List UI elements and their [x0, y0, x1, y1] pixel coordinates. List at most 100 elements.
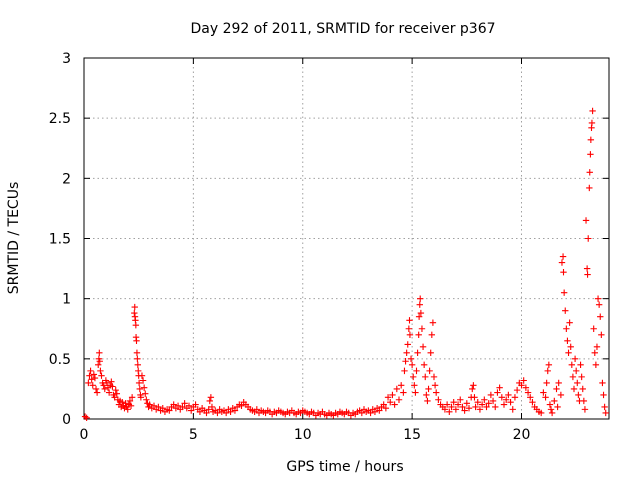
data-point	[205, 406, 212, 413]
data-point	[402, 358, 409, 365]
data-point	[108, 378, 115, 385]
data-point	[124, 406, 131, 413]
data-points	[81, 107, 609, 421]
data-point	[170, 401, 177, 408]
data-point	[485, 400, 492, 407]
data-point	[122, 400, 129, 407]
data-point	[518, 382, 525, 389]
data-point	[461, 407, 468, 414]
data-point	[494, 389, 501, 396]
data-point	[553, 385, 560, 393]
data-point	[119, 398, 126, 406]
data-point	[564, 337, 571, 344]
data-point	[554, 403, 561, 411]
data-point	[500, 401, 508, 408]
data-point	[174, 402, 182, 409]
data-point	[138, 372, 146, 379]
data-point	[529, 398, 536, 406]
data-point	[206, 397, 213, 405]
data-point	[560, 268, 567, 276]
data-point	[551, 397, 558, 405]
data-point	[146, 401, 153, 408]
data-point	[472, 403, 479, 411]
data-point	[600, 391, 607, 399]
data-point	[192, 401, 199, 408]
data-point	[583, 265, 591, 272]
data-point	[498, 394, 506, 401]
data-point	[376, 407, 383, 414]
data-point	[555, 379, 562, 387]
data-point	[476, 406, 484, 413]
data-point	[397, 382, 405, 389]
data-point	[446, 408, 453, 415]
data-point	[427, 349, 434, 357]
data-point	[496, 384, 503, 391]
data-point	[238, 402, 245, 409]
data-point	[414, 349, 421, 357]
data-point	[597, 313, 604, 320]
y-tick-label: 0.5	[49, 352, 71, 368]
data-point	[222, 409, 230, 417]
data-point	[134, 361, 142, 369]
data-point	[509, 406, 516, 413]
data-point	[454, 401, 462, 408]
data-point	[481, 396, 488, 403]
data-point	[570, 385, 578, 393]
data-point	[474, 398, 481, 406]
data-point	[112, 386, 119, 394]
data-point	[459, 403, 466, 411]
data-point	[86, 372, 93, 379]
data-point	[395, 396, 403, 403]
y-tick-label: 1.5	[49, 232, 71, 248]
chart-title: Day 292 of 2011, SRMTID for receiver p36…	[190, 21, 495, 37]
data-point	[81, 413, 89, 420]
data-point	[100, 382, 107, 389]
data-point	[548, 409, 556, 417]
data-point	[420, 361, 428, 369]
data-point	[418, 325, 426, 332]
data-point	[139, 377, 147, 384]
data-point	[513, 386, 521, 394]
data-point	[587, 151, 594, 158]
data-point	[406, 331, 414, 338]
data-point	[140, 384, 148, 391]
data-point	[505, 391, 512, 399]
data-point	[452, 406, 460, 413]
data-point	[87, 367, 94, 375]
data-point	[584, 271, 591, 278]
data-point	[391, 401, 398, 408]
data-point	[557, 391, 565, 399]
data-point	[401, 367, 408, 375]
data-point	[133, 337, 140, 344]
x-tick-label: 10	[294, 427, 312, 443]
data-point	[588, 119, 596, 127]
data-point	[572, 367, 580, 375]
grid	[84, 58, 609, 419]
data-point	[520, 377, 527, 384]
data-point	[133, 349, 141, 357]
data-point	[105, 389, 113, 396]
y-tick-label: 3	[62, 51, 71, 67]
data-point	[429, 319, 437, 326]
data-point	[417, 309, 425, 317]
data-point	[415, 313, 423, 320]
data-point	[428, 331, 436, 338]
data-point	[393, 385, 401, 393]
data-point	[127, 402, 135, 409]
data-point	[95, 361, 102, 369]
data-point	[92, 385, 100, 393]
x-axis-label: GPS time / hours	[286, 459, 403, 475]
data-point	[562, 307, 569, 314]
data-point	[384, 394, 392, 401]
data-point	[179, 403, 186, 411]
data-point	[465, 404, 473, 412]
data-point	[578, 373, 585, 381]
data-point	[450, 398, 457, 406]
data-point	[89, 382, 96, 389]
data-point	[527, 394, 534, 401]
data-point	[111, 394, 118, 401]
data-point	[589, 107, 596, 115]
data-point	[132, 321, 140, 329]
data-point	[85, 379, 92, 387]
data-point	[83, 414, 90, 421]
